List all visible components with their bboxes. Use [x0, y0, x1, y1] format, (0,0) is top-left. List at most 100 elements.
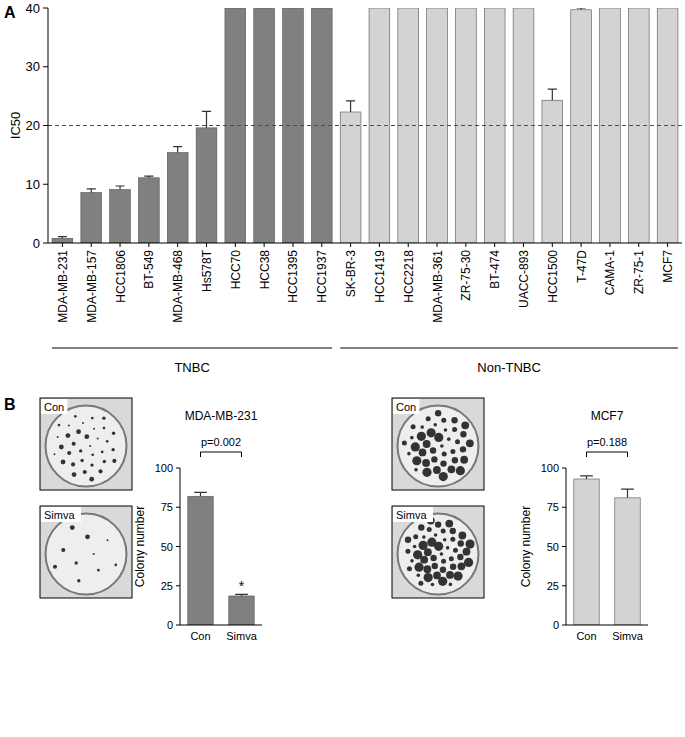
figure: AIC50010203040MDA-MB-231MDA-MB-157HCC180… [0, 0, 685, 737]
colony [79, 449, 82, 452]
bar [615, 498, 640, 625]
error-bar [87, 189, 96, 193]
y-tick-label: 40 [26, 1, 40, 16]
x-tick-label: MDA-MB-231 [56, 250, 70, 323]
colony [426, 416, 431, 421]
colony [458, 540, 464, 546]
colony [449, 556, 454, 561]
y-tick [176, 546, 180, 547]
colony [107, 539, 109, 541]
plate [46, 514, 127, 595]
colony [53, 565, 57, 569]
error-bar [173, 147, 182, 153]
colony [440, 552, 444, 556]
colony [71, 462, 75, 466]
bar [167, 153, 188, 243]
x-tick-label: Simva [612, 630, 643, 642]
colony [442, 452, 447, 457]
y-tick-label: 20 [26, 118, 40, 133]
colony [427, 428, 436, 437]
x-tick [120, 243, 121, 247]
plate-label-bg [393, 399, 419, 414]
group-label: TNBC [174, 360, 209, 375]
x-tick-label: HCC1937 [315, 250, 329, 303]
bar [574, 479, 599, 625]
colony [422, 468, 431, 477]
bar [196, 128, 217, 243]
colony [97, 438, 99, 440]
plate-frame [40, 398, 132, 490]
x-tick [523, 243, 524, 247]
panel-label: B [4, 396, 16, 413]
colony [407, 452, 411, 456]
colony [439, 472, 448, 481]
colony [53, 453, 55, 455]
colony [450, 449, 455, 454]
plate-frame [40, 506, 132, 598]
colony [418, 524, 424, 530]
plot-area [574, 476, 640, 625]
bar [188, 496, 213, 625]
colony [103, 427, 106, 430]
y-tick-label: 75 [161, 501, 173, 513]
plate-label: Simva [44, 509, 75, 521]
x-tick [206, 243, 207, 247]
x-tick [638, 243, 639, 247]
x-tick-label: Con [576, 630, 596, 642]
x-tick [667, 243, 668, 247]
error-bar [58, 237, 67, 239]
plate-label: Con [44, 401, 64, 413]
colony [91, 417, 94, 420]
colony [464, 558, 473, 567]
colony [89, 445, 91, 447]
plate-frame [392, 506, 484, 598]
colony [83, 470, 87, 474]
colony [455, 439, 460, 444]
y-tick [562, 585, 566, 586]
y-tick-label: 10 [26, 177, 40, 192]
colony [93, 553, 95, 555]
y-tick [176, 507, 180, 508]
y-tick-label: 100 [541, 462, 559, 474]
colony [438, 577, 447, 586]
colony [445, 520, 453, 528]
colony [434, 533, 438, 537]
bar [340, 112, 361, 243]
colony [412, 456, 421, 465]
bar [513, 8, 534, 243]
x-tick [581, 243, 582, 247]
y-tick [176, 625, 180, 626]
colony [424, 573, 433, 582]
y-axis-label: Colony number [133, 506, 147, 587]
plate-label: Simva [396, 509, 427, 521]
colony [440, 444, 444, 448]
colony [61, 460, 66, 465]
x-tick [62, 243, 63, 247]
colony [80, 459, 83, 462]
y-tick-label: 75 [547, 501, 559, 513]
colony [82, 422, 84, 424]
colony [68, 424, 70, 426]
colony [427, 527, 432, 532]
colony [431, 583, 435, 587]
p-bracket [201, 452, 242, 457]
colony [430, 555, 436, 561]
colony [410, 559, 414, 563]
x-tick-label: HCC2218 [402, 250, 416, 303]
x-tick-label: MDA-MB-157 [85, 250, 99, 323]
plate [398, 514, 479, 595]
x-tick-label: MDA-MB-468 [171, 250, 185, 323]
colony [453, 571, 462, 580]
colony [74, 415, 77, 418]
x-axis [566, 625, 648, 626]
x-tick-label: Hs578T [200, 249, 214, 292]
colony [417, 573, 421, 577]
colony [76, 429, 81, 434]
colony [112, 459, 116, 463]
colony [112, 432, 115, 435]
colony [114, 564, 117, 567]
colony [72, 442, 76, 446]
error-bar [144, 176, 153, 178]
x-tick-label: ZR-75-30 [459, 250, 473, 301]
colony [90, 463, 93, 466]
